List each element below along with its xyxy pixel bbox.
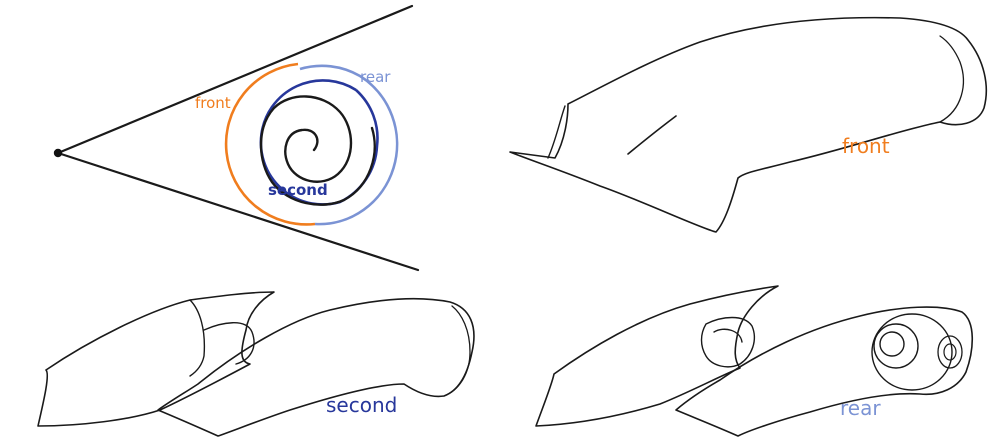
panel-second-label: second (326, 393, 397, 417)
rear-sheet-curl (700, 316, 756, 368)
spiral-side-ring (937, 335, 963, 369)
front-sheet-panel: front (509, 16, 988, 233)
cone-upper-edge (56, 4, 414, 155)
cone-second-label: second (268, 181, 328, 199)
inner-spiral (259, 95, 376, 206)
cone-lower-edge (56, 151, 420, 272)
second-arc (259, 79, 379, 206)
panel-front-label: front (842, 134, 890, 158)
cone-spiral-panel: front rear second (53, 4, 420, 272)
spiral-side-core (943, 343, 957, 361)
second-sheet-panel: second (37, 291, 475, 437)
rear-arc (299, 64, 399, 226)
rear-sheet-panel: rear (535, 285, 974, 437)
second-sheet-inner-flap (189, 299, 255, 377)
rear-sheet-front-part (535, 285, 779, 427)
front-sheet-crease (627, 115, 677, 155)
rear-sheet-rear-part (675, 306, 974, 437)
front-sheet-fold (547, 105, 566, 159)
second-sheet-roll (443, 305, 471, 397)
front-sheet-rollback (939, 35, 964, 123)
spiral-mid-ring (873, 323, 919, 369)
cone-apex-point (53, 148, 63, 158)
front-sheet-outline (509, 16, 988, 233)
second-sheet-front-part (37, 291, 275, 427)
spiral-outer-ring (871, 313, 953, 391)
rear-sheet-spiral (871, 313, 963, 391)
spiral-inner-ring (879, 331, 905, 357)
front-arc (224, 62, 316, 226)
cone-front-label: front (195, 94, 231, 112)
cone-rear-label: rear (360, 68, 391, 86)
panel-rear-label: rear (840, 396, 881, 420)
second-sheet-rear-part (157, 297, 475, 437)
